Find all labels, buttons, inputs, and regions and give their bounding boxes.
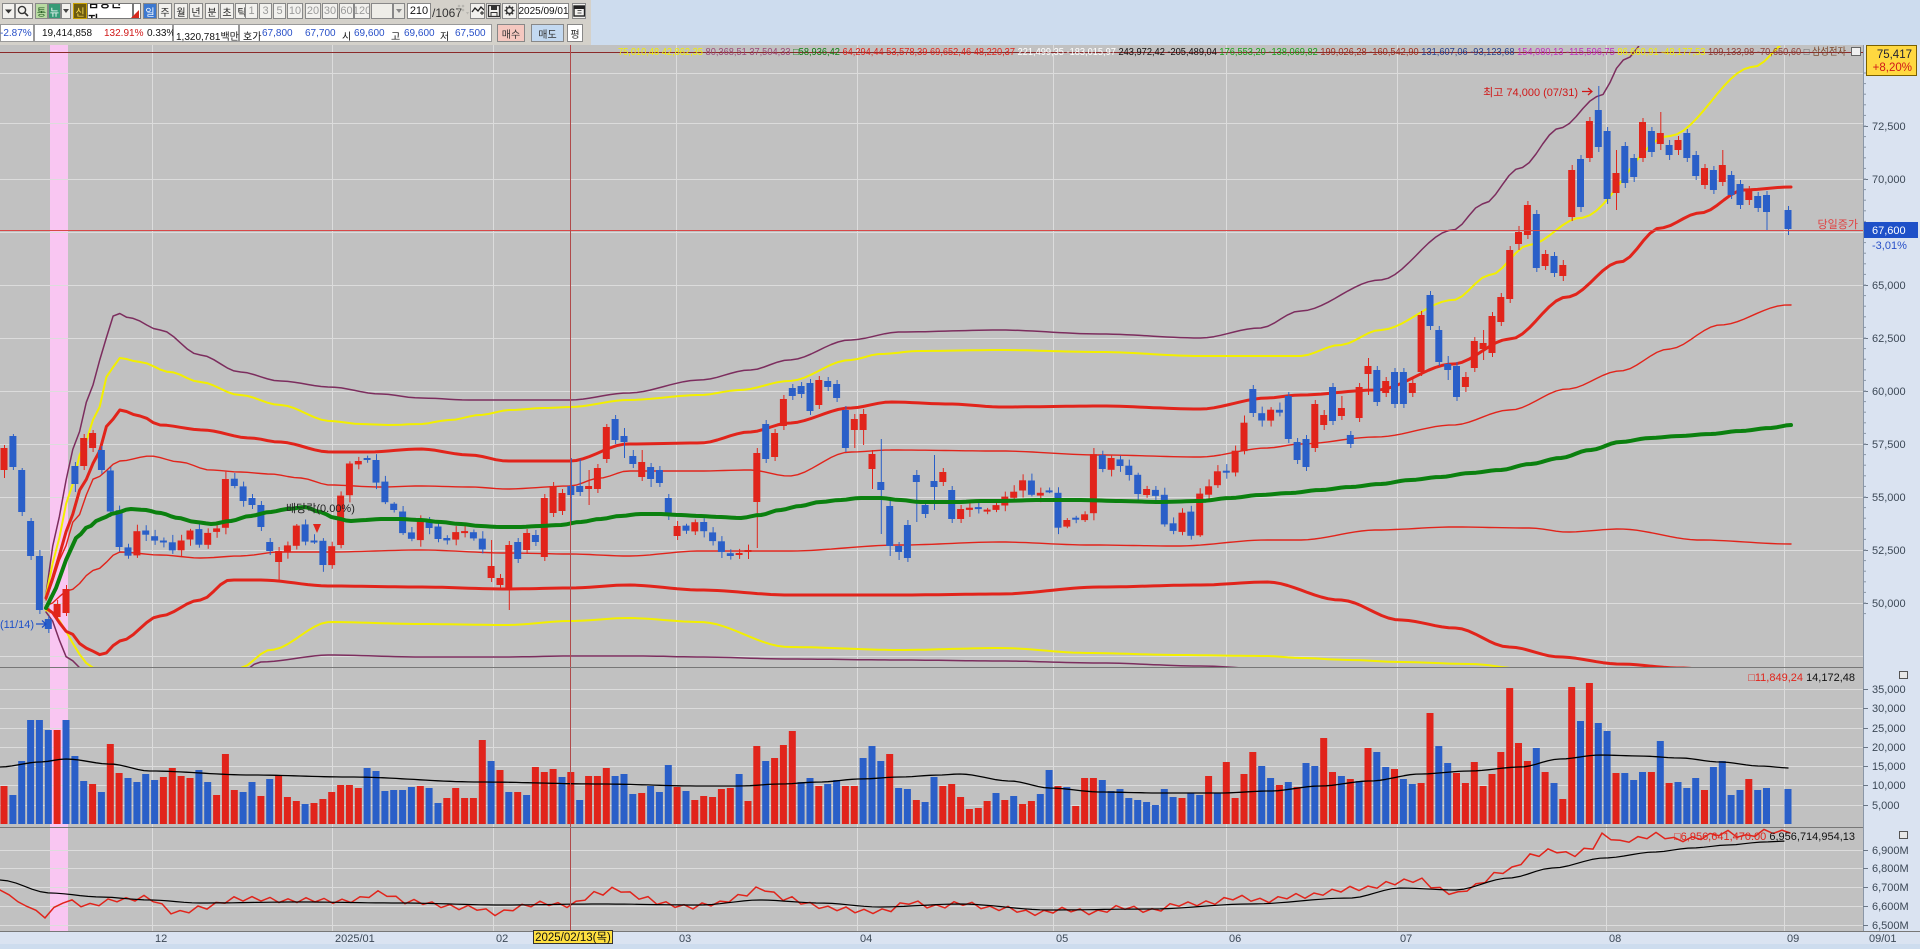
svg-text:6,700M: 6,700M [1872,882,1909,894]
svg-text:30,000: 30,000 [1872,703,1906,715]
svg-text:72,500: 72,500 [1872,121,1906,133]
svg-text:75,417: 75,417 [1877,49,1912,61]
svg-text:2025/02/13(목): 2025/02/13(목) [535,931,611,944]
svg-text:55,000: 55,000 [1872,492,1906,504]
svg-text:09: 09 [1787,933,1799,944]
svg-text:04: 04 [860,933,872,944]
svg-text:03: 03 [679,933,691,944]
svg-text:67,600: 67,600 [1872,225,1906,237]
svg-text:최고 74,000 (07/31): 최고 74,000 (07/31) [1483,86,1578,99]
svg-text:□6,956,641,470.00 6,956,714,95: □6,956,641,470.00 6,956,714,954,13 [1674,831,1855,843]
svg-text:52,500: 52,500 [1872,545,1906,557]
svg-text:02: 02 [496,933,508,944]
svg-text:5,000: 5,000 [1872,800,1900,812]
svg-text:62,500: 62,500 [1872,333,1906,345]
svg-text:70,000: 70,000 [1872,174,1906,186]
svg-text:50,000: 50,000 [1872,598,1906,610]
svg-text:12: 12 [155,933,167,944]
svg-text:35,000: 35,000 [1872,684,1906,696]
svg-text:□11,849,24 14,172,48: □11,849,24 14,172,48 [1748,672,1855,684]
svg-text:-3,01%: -3,01% [1872,240,1907,252]
svg-text:15,000: 15,000 [1872,761,1906,773]
svg-text:2025/01: 2025/01 [335,933,375,944]
svg-text:6,500M: 6,500M [1872,920,1909,932]
svg-text:6,800M: 6,800M [1872,863,1909,875]
svg-text:당일증가: 당일증가 [1818,217,1858,231]
svg-text:60,000: 60,000 [1872,386,1906,398]
svg-text:65,000: 65,000 [1872,280,1906,292]
svg-text:6,900M: 6,900M [1872,845,1909,857]
svg-text:+8,20%: +8,20% [1873,62,1912,74]
svg-text:05: 05 [1056,933,1068,944]
svg-text:75,010,48 42,862,35 80,368,51: 75,010,48 42,862,35 80,368,51 37,504,33 … [618,46,1846,58]
svg-text:07: 07 [1400,933,1412,944]
svg-text:08: 08 [1609,933,1621,944]
svg-text:20,000: 20,000 [1872,742,1906,754]
svg-text:09/01: 09/01 [1869,933,1897,944]
svg-text:57,500: 57,500 [1872,439,1906,451]
svg-text:6,600M: 6,600M [1872,901,1909,913]
svg-text:(11/14): (11/14) [0,619,34,631]
svg-text:10,000: 10,000 [1872,780,1906,792]
svg-text:배당락(0.00%): 배당락(0.00%) [286,502,355,515]
svg-text:25,000: 25,000 [1872,723,1906,735]
svg-text:06: 06 [1229,933,1241,944]
